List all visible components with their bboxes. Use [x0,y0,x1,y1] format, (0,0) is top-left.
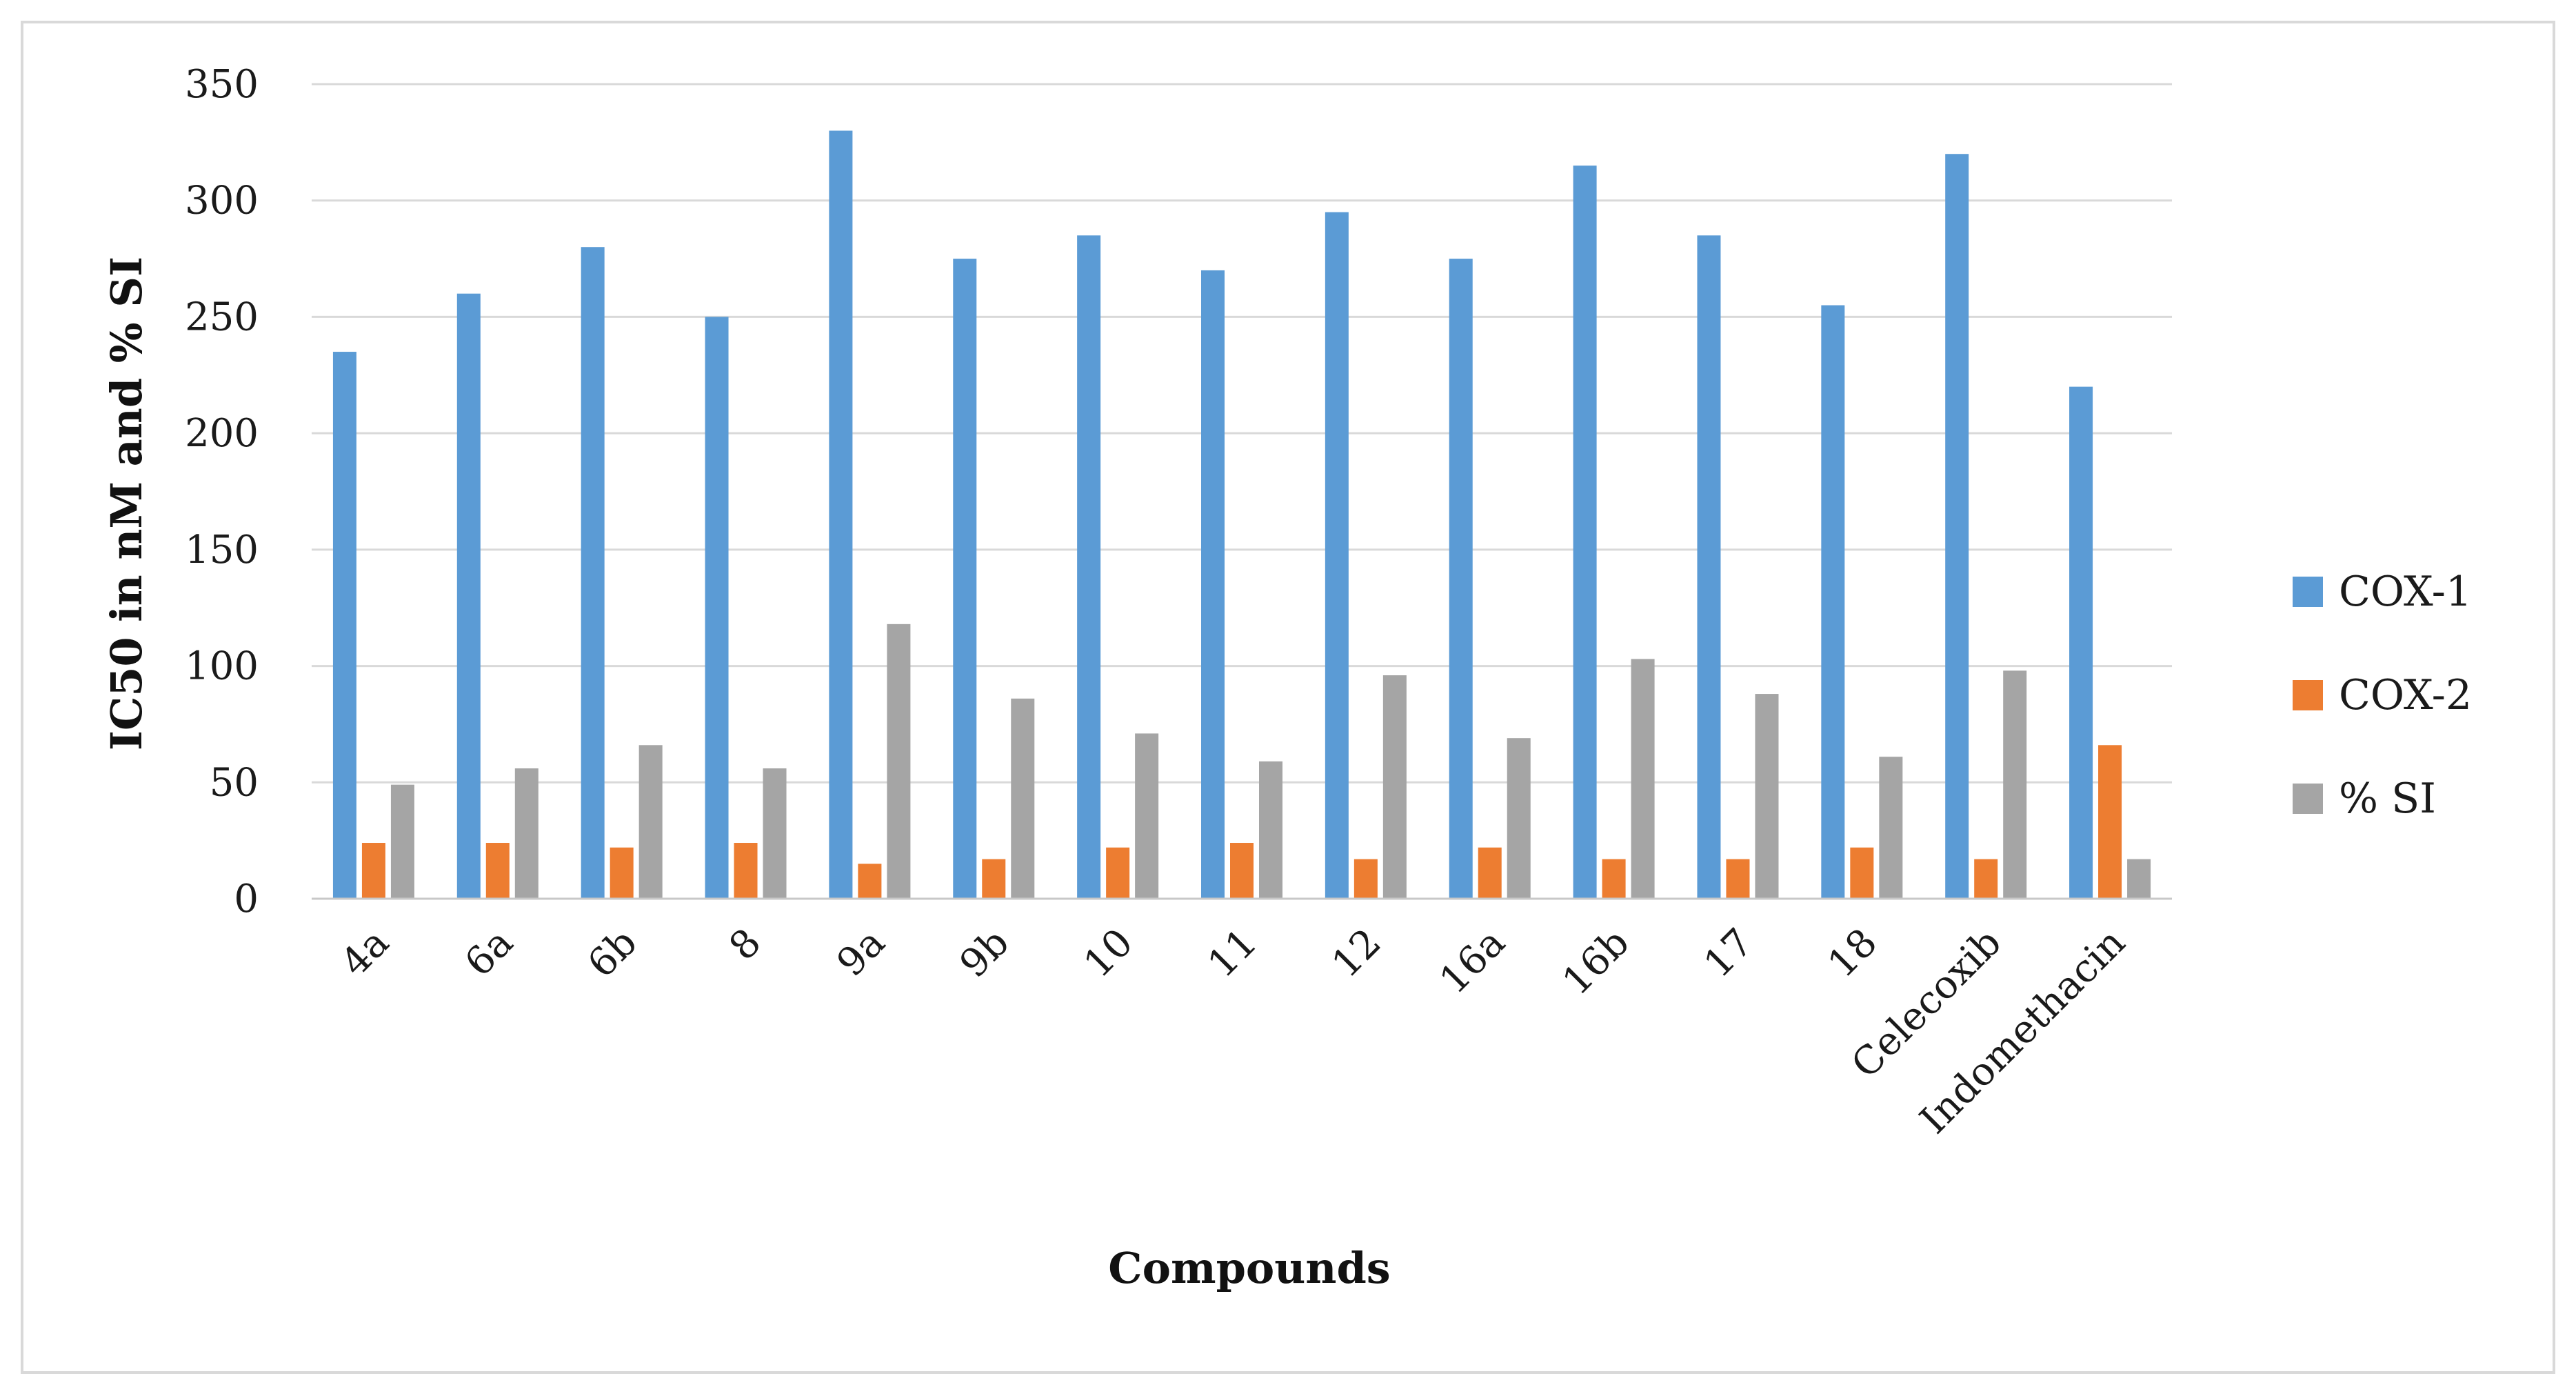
bar-si-8 [763,768,787,899]
bar-cox-2-9b [982,859,1006,899]
legend-label-cox-1: COX-1 [2339,568,2472,616]
y-axis-title: IC50 in nM and % SI [101,257,152,750]
bar-si-6a [514,768,539,899]
legend-swatch-si [2293,784,2323,814]
y-tick-label: 150 [185,528,259,572]
bar-cox-1-10 [1077,235,1101,899]
bar-si-17 [1755,694,1779,899]
bar-cox-1-11 [1201,270,1225,899]
bar-si-indomethacin [2127,859,2151,899]
x-tick-label: 4a [332,920,398,986]
bar-si-4a [390,784,414,899]
bar-si-10 [1135,733,1159,899]
chart-frame [21,21,2555,1374]
y-tick-label: 300 [185,179,259,223]
x-tick-label: 16b [1554,920,1638,1004]
bar-si-9b [1011,698,1035,899]
bar-cox-1-celecoxib [1945,154,1969,899]
bars [332,130,2151,899]
bar-cox-2-16b [1602,859,1626,899]
gridlines [312,83,2172,784]
x-tick-label: 6b [579,920,646,987]
bar-cox-2-11 [1230,843,1254,899]
bar-cox-2-17 [1726,859,1750,899]
x-axis-ticks: 4a 6a 6b 8 9a 9b 10 11 12 16a 16b 17 18CelecoxibIndo… [332,920,2134,1143]
bar-cox-1-8 [705,317,729,899]
bar-cox-2-6b [610,847,634,899]
bar-cox-1-16b [1573,166,1597,899]
bar-cox-1-18 [1821,305,1845,899]
x-tick-label: 12 [1323,920,1389,986]
bar-si-celecoxib [2003,670,2027,899]
bar-cox-1-6b [581,247,605,899]
bar-cox-1-12 [1325,212,1349,899]
bar-cox-2-celecoxib [1974,859,1998,899]
x-tick-label: 9b [952,920,1018,987]
y-tick-label: 200 [185,411,259,456]
legend-swatch-cox-1 [2293,577,2323,607]
bar-cox-2-9a [858,864,882,899]
bar-cox-2-6a [485,843,510,899]
bar-si-6b [638,745,663,899]
y-tick-label: 50 [210,760,259,805]
legend-swatch-cox-2 [2293,680,2323,710]
y-tick-label: 250 [185,295,259,339]
x-tick-label: 10 [1076,920,1142,986]
bar-si-16a [1507,738,1531,899]
bar-cox-1-6a [456,293,481,899]
bar-cox-1-9a [829,130,853,899]
bar-si-9a [887,624,911,899]
bar-cox-2-16a [1478,847,1502,899]
bar-cox-1-9b [953,259,977,899]
bar-cox-2-4a [361,843,385,899]
x-tick-label: 18 [1820,920,1886,986]
y-tick-label: 350 [185,62,259,107]
bar-cox-1-16a [1449,259,1473,899]
x-tick-label: 8 [721,920,769,969]
bar-cox-2-8 [734,843,758,899]
x-tick-label: 6a [456,920,522,986]
x-axis-title: Compounds [1108,1243,1390,1293]
bar-si-12 [1382,675,1407,899]
legend: COX-1 COX-2 % SI [2293,568,2472,823]
bar-cox-1-17 [1697,235,1721,899]
y-axis-ticks: 0 50 100 150 200 250 300 350 [185,62,259,921]
bar-cox-2-12 [1354,859,1378,899]
bar-si-18 [1879,757,1903,899]
x-tick-label: 16a [1431,920,1514,1003]
bar-cox-2-indomethacin [2098,745,2122,899]
bar-cox-1-indomethacin [2069,386,2093,899]
x-tick-label: 11 [1200,920,1266,986]
bar-si-11 [1259,761,1282,899]
bar-si-16b [1631,659,1655,899]
x-tick-label: 9a [829,920,894,986]
y-tick-label: 100 [185,644,259,689]
legend-label-cox-2: COX-2 [2339,671,2472,719]
bar-cox-1-4a [332,352,356,899]
bar-cox-2-18 [1850,847,1874,899]
y-tick-label: 0 [234,877,259,921]
legend-label-si: % SI [2339,775,2436,823]
x-tick-label: 17 [1695,920,1762,986]
bar-cox-2-10 [1106,847,1130,899]
